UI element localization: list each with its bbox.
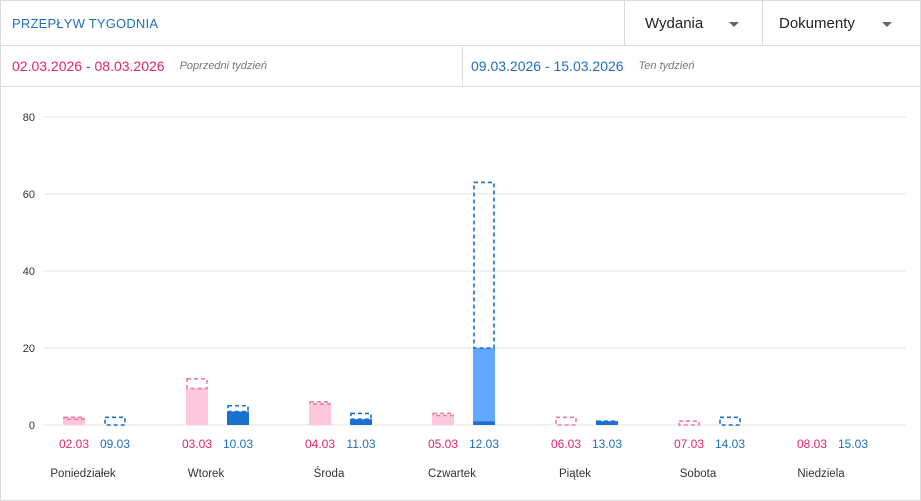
- y-tick-label: 80: [23, 112, 35, 124]
- bar-target-outline: [432, 412, 454, 417]
- bar-target-outline: [350, 412, 372, 421]
- date-label: 12.03: [469, 437, 499, 451]
- range-divider: [462, 46, 463, 86]
- current-week-dates: 09.03.2026 - 15.03.2026: [471, 58, 624, 74]
- y-tick-label: 40: [23, 266, 35, 278]
- bar-target-outline: [309, 401, 331, 405]
- current-week-note: Ten tydzień: [638, 60, 695, 72]
- bar-target-outline: [555, 416, 577, 426]
- category-label: Sobota: [680, 468, 717, 480]
- panel-title: PRZEPŁYW TYGODNIA: [12, 16, 159, 31]
- date-label: 13.03: [592, 437, 622, 451]
- date-label: 15.03: [838, 437, 868, 451]
- date-label: 07.03: [674, 437, 704, 451]
- date-label: 08.03: [797, 437, 827, 451]
- category-label: Piątek: [559, 468, 591, 480]
- bar-segment-solid: [432, 415, 454, 425]
- bar-target-outline: [678, 420, 700, 426]
- y-tick-label: 60: [23, 189, 35, 201]
- date-label: 10.03: [223, 437, 253, 451]
- bar-target-outline: [227, 404, 249, 413]
- previous-week-note: Poprzedni tydzień: [179, 60, 268, 72]
- previous-week-dates: 02.03.2026 - 08.03.2026: [12, 58, 165, 74]
- category-label: Czwartek: [428, 468, 476, 480]
- category-label: Wtorek: [188, 468, 225, 480]
- current-week-range[interactable]: 09.03.2026 - 15.03.2026 Ten tydzień: [471, 46, 694, 86]
- bar-segment-dark: [473, 421, 495, 425]
- documents-dropdown-label: Dokumenty: [779, 14, 855, 32]
- date-label: 09.03: [100, 437, 130, 451]
- chevron-down-icon: [729, 22, 739, 27]
- releases-dropdown[interactable]: Wydania: [624, 1, 762, 45]
- date-label: 06.03: [551, 437, 581, 451]
- documents-dropdown[interactable]: Dokumenty: [762, 1, 921, 45]
- bar-segment-solid: [309, 403, 331, 425]
- bar-target-outline: [719, 416, 741, 426]
- y-tick-label: 20: [23, 343, 35, 355]
- category-label: Środa: [314, 467, 345, 480]
- date-label: 11.03: [346, 437, 375, 451]
- bar-target-outline: [596, 420, 618, 424]
- bar-target-outline: [473, 181, 495, 349]
- date-label: 05.03: [428, 437, 458, 451]
- releases-dropdown-label: Wydania: [645, 14, 704, 32]
- date-label: 03.03: [182, 437, 212, 451]
- bar-segment-dark: [227, 411, 249, 425]
- panel-header: PRZEPŁYW TYGODNIA Wydania Dokumenty: [1, 1, 920, 46]
- y-tick-label: 0: [29, 420, 35, 432]
- category-label: Poniedziałek: [50, 468, 115, 480]
- date-range-bar: 02.03.2026 - 08.03.2026 Poprzedni tydzie…: [1, 46, 920, 87]
- bar-target-outline: [63, 416, 85, 421]
- bar-segment-dark: [350, 419, 372, 425]
- date-label: 14.03: [715, 437, 745, 451]
- date-label: 02.03: [59, 437, 89, 451]
- bar-segment-solid: [63, 417, 85, 425]
- category-label: Niedziela: [797, 468, 845, 480]
- bar-segment-solid: [186, 388, 208, 425]
- previous-week-range[interactable]: 02.03.2026 - 08.03.2026 Poprzedni tydzie…: [12, 46, 267, 86]
- chevron-down-icon: [882, 22, 892, 27]
- bar-segment-solid: [473, 348, 495, 422]
- weekly-flow-chart: 0 20 40 60 80 02.03 09.03 Poniedziałek 03.03 10.0…: [23, 112, 906, 480]
- bar-target-outline: [104, 416, 126, 426]
- date-label: 04.03: [305, 437, 335, 451]
- bar-target-outline: [186, 377, 208, 390]
